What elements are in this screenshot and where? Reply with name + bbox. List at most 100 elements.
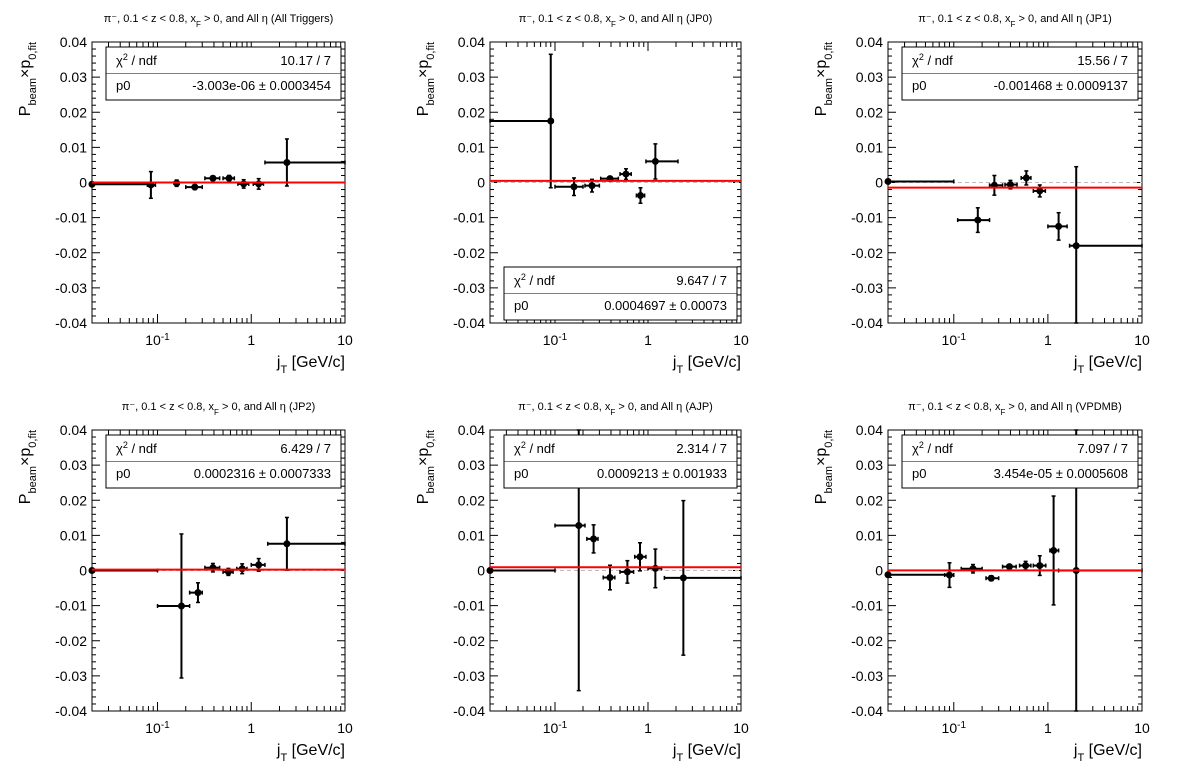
y-tick-label: -0.02: [453, 633, 485, 649]
data-marker: [255, 561, 263, 569]
data-marker: [240, 180, 248, 188]
x-tick-label: 10: [337, 720, 353, 736]
data-marker: [283, 158, 291, 166]
x-tick-label: 10: [1134, 332, 1150, 348]
data-marker: [590, 535, 598, 543]
data-point: [204, 174, 221, 182]
data-point: [586, 524, 599, 554]
data-marker: [191, 183, 199, 191]
data-point: [633, 542, 647, 572]
chart-title: π⁻, 0.1 < z < 0.8, xF > 0, and All η (Al…: [104, 13, 334, 29]
data-marker: [1022, 562, 1030, 570]
y-tick-label: 0.03: [856, 457, 883, 473]
stats-label: p0: [912, 466, 926, 481]
y-tick-label: 0.04: [60, 34, 87, 50]
y-tick-label: -0.04: [851, 703, 883, 719]
x-tick-label: 10: [733, 332, 749, 348]
data-point: [1018, 560, 1032, 571]
y-tick-label: 0.03: [856, 69, 883, 85]
data-point: [1049, 495, 1060, 606]
y-tick-label: 0.04: [458, 34, 485, 50]
y-tick-label: 0.01: [856, 139, 883, 155]
data-marker: [636, 191, 644, 199]
data-point: [1068, 165, 1143, 324]
data-point: [1032, 184, 1047, 198]
y-tick-label: -0.02: [851, 245, 883, 261]
data-marker: [679, 574, 687, 582]
stats-box: χ2 / ndf 10.17 / 7 p0 -3.003e-06 ± 0.000345…: [105, 46, 342, 101]
y-tick-label: 0.01: [856, 527, 883, 543]
y-tick-label: -0.03: [55, 668, 87, 684]
data-point: [486, 567, 556, 574]
y-tick-label: -0.01: [851, 598, 883, 614]
stats-box: χ2 / ndf 9.647 / 7 p0 0.0004697 ± 0.00073: [503, 266, 738, 321]
x-tick-label: 10-1: [543, 332, 568, 349]
stats-value: 3.454e-05 ± 0.0005608: [994, 466, 1128, 481]
chart-panel-3: π⁻, 0.1 < z < 0.8, xF > 0, and All η (JP…: [813, 13, 1150, 376]
stats-box: χ2 / ndf 6.429 / 7 p0 0.0002316 ± 0.0007333: [105, 434, 342, 489]
stats-value: 10.17 / 7: [280, 53, 331, 68]
x-axis-label: jT [GeV/c]: [1073, 742, 1142, 764]
stats-box: χ2 / ndf 2.314 / 7 p0 0.0009213 ± 0.001933: [503, 434, 738, 489]
y-axis-label: Pbeam×p0,fit: [17, 42, 39, 116]
stats-value: 6.429 / 7: [280, 441, 331, 456]
data-point: [960, 563, 983, 574]
x-axis-label: jT [GeV/c]: [1073, 354, 1142, 376]
data-marker: [1055, 222, 1063, 230]
data-point: [884, 177, 955, 185]
stats-label: χ2 / ndf: [116, 52, 157, 68]
y-tick-label: 0.01: [458, 139, 485, 155]
chart-panel-4: π⁻, 0.1 < z < 0.8, xF > 0, and All η (JP…: [17, 401, 353, 764]
stats-value: 15.56 / 7: [1077, 53, 1128, 68]
stats-box: χ2 / ndf 7.097 / 7 p0 3.454e-05 ± 0.0005608: [901, 434, 1139, 489]
chart-title: π⁻, 0.1 < z < 0.8, xF > 0, and All η (AJ…: [518, 401, 713, 417]
data-point: [264, 138, 346, 187]
data-marker: [651, 564, 659, 572]
y-tick-label: -0.04: [55, 703, 87, 719]
stats-label: p0: [514, 298, 528, 313]
y-tick-label: -0.01: [851, 210, 883, 226]
chart-title: π⁻, 0.1 < z < 0.8, xF > 0, and All η (JP…: [918, 13, 1111, 29]
stats-label: p0: [116, 78, 130, 93]
data-marker: [255, 180, 263, 188]
data-marker: [1072, 242, 1080, 250]
stats-value: 0.0009213 ± 0.001933: [597, 466, 727, 481]
x-tick-label: 1: [1044, 332, 1052, 348]
data-marker: [945, 571, 953, 579]
x-tick-label: 10-1: [543, 720, 568, 737]
stats-label: χ2 / ndf: [912, 52, 953, 68]
data-marker: [575, 522, 583, 530]
y-tick-label: -0.02: [55, 633, 87, 649]
data-marker: [651, 157, 659, 165]
x-tick-label: 1: [1044, 720, 1052, 736]
data-point: [489, 53, 555, 189]
data-marker: [1036, 562, 1044, 570]
data-marker: [606, 574, 614, 582]
data-marker: [588, 182, 596, 190]
data-point: [647, 548, 663, 589]
data-point: [1020, 170, 1032, 186]
x-tick-label: 1: [247, 720, 255, 736]
chart-title: π⁻, 0.1 < z < 0.8, xF > 0, and All η (JP…: [122, 401, 315, 417]
stats-value: -0.001468 ± 0.0009137: [994, 78, 1128, 93]
data-point: [884, 571, 948, 579]
data-point: [554, 177, 584, 197]
y-tick-label: 0.02: [60, 104, 87, 120]
data-marker: [486, 567, 494, 574]
data-marker: [1036, 187, 1044, 195]
stats-label: χ2 / ndf: [514, 272, 555, 288]
x-tick-label: 10-1: [145, 332, 170, 349]
y-tick-label: 0: [477, 563, 485, 579]
y-tick-label: 0.03: [60, 69, 87, 85]
y-tick-label: 0.03: [60, 457, 87, 473]
y-axis-label: Pbeam×p0,fit: [415, 42, 437, 116]
data-marker: [1050, 546, 1058, 554]
data-point: [267, 516, 346, 571]
y-tick-label: 0.04: [60, 422, 87, 438]
data-point: [237, 178, 250, 189]
data-marker: [283, 540, 291, 548]
data-point: [619, 168, 632, 181]
data-point: [584, 178, 601, 193]
data-marker: [547, 117, 555, 125]
y-tick-label: 0: [875, 175, 883, 191]
